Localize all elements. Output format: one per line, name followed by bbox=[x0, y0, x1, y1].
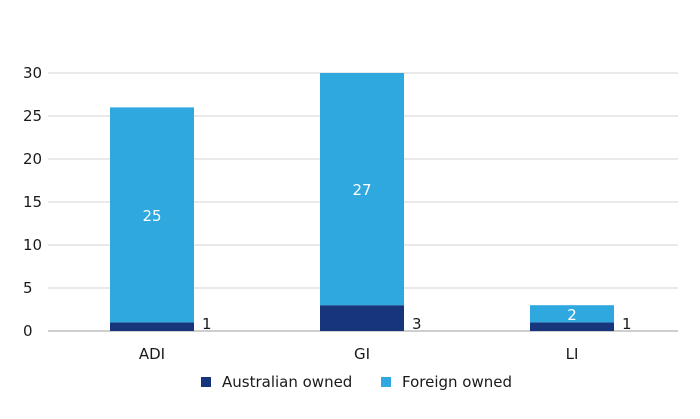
legend-label: Foreign owned bbox=[402, 373, 512, 391]
legend-swatch bbox=[381, 377, 391, 387]
bar-foreign-owned-li bbox=[530, 305, 614, 323]
y-tick-label: 10 bbox=[23, 236, 42, 254]
x-axis-categories: ADI GI LI bbox=[139, 345, 579, 363]
legend-swatch bbox=[201, 377, 211, 387]
bar-foreign-owned-adi bbox=[110, 107, 194, 323]
y-axis-ticks: 0 5 10 15 20 25 30 bbox=[23, 64, 42, 340]
bars bbox=[110, 73, 614, 331]
y-tick-label: 30 bbox=[23, 64, 42, 82]
y-tick-label: 25 bbox=[23, 107, 42, 125]
bar-australian-owned-li bbox=[530, 322, 614, 331]
y-tick-label: 5 bbox=[23, 279, 33, 297]
data-label: 1 bbox=[202, 315, 212, 333]
y-tick-label: 15 bbox=[23, 193, 42, 211]
bar-australian-owned-gi bbox=[320, 305, 404, 331]
x-category-label: LI bbox=[566, 345, 579, 363]
data-label: 1 bbox=[622, 315, 632, 333]
data-label: 2 bbox=[567, 306, 577, 324]
y-tick-label: 20 bbox=[23, 150, 42, 168]
x-category-label: ADI bbox=[139, 345, 165, 363]
data-labels: 1 25 3 27 1 2 bbox=[142, 181, 631, 333]
bar-foreign-owned-gi bbox=[320, 73, 404, 306]
legend-label: Australian owned bbox=[222, 373, 352, 391]
data-label: 3 bbox=[412, 315, 422, 333]
data-label: 25 bbox=[142, 207, 161, 225]
bar-australian-owned-adi bbox=[110, 322, 194, 331]
x-category-label: GI bbox=[354, 345, 370, 363]
data-label: 27 bbox=[352, 181, 371, 199]
y-tick-label: 0 bbox=[23, 322, 33, 340]
legend: Australian owned Foreign owned bbox=[201, 373, 512, 391]
